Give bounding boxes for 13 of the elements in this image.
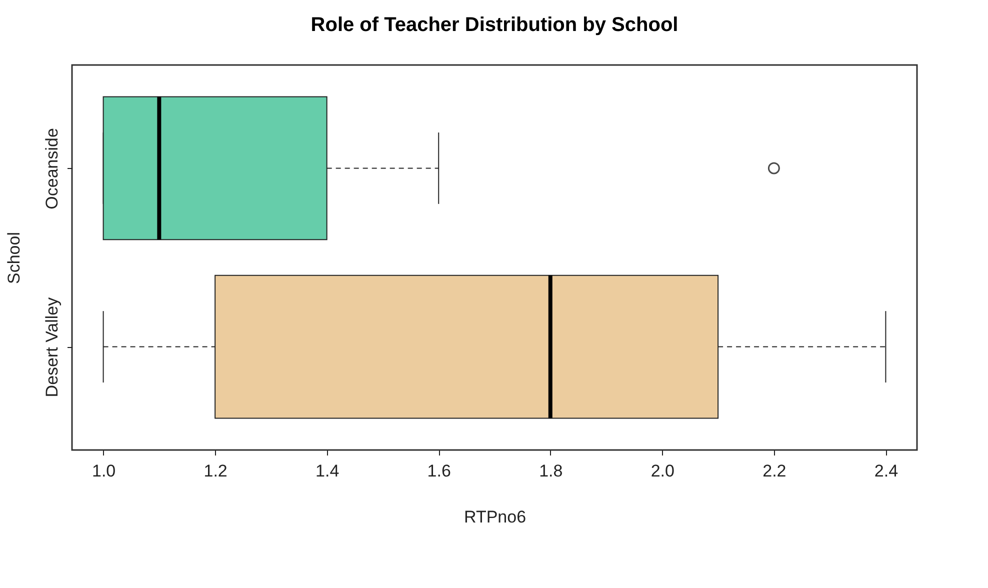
chart-title: Role of Teacher Distribution by School	[310, 14, 678, 36]
x-tick-label: 1.0	[92, 462, 116, 480]
x-tick-label: 1.4	[316, 462, 340, 480]
x-tick-label: 1.2	[204, 462, 228, 480]
x-tick-label: 2.0	[650, 462, 674, 480]
y-tick-label: Oceanside	[42, 128, 62, 210]
x-axis-title: RTPno6	[464, 508, 526, 526]
x-tick-label: 1.8	[539, 462, 563, 480]
y-axis-title: School	[4, 232, 24, 284]
x-tick-label: 2.4	[874, 462, 898, 480]
x-tick-label: 1.6	[427, 462, 451, 480]
y-tick-label: Desert Valley	[42, 296, 62, 398]
x-tick-label: 2.2	[762, 462, 786, 480]
